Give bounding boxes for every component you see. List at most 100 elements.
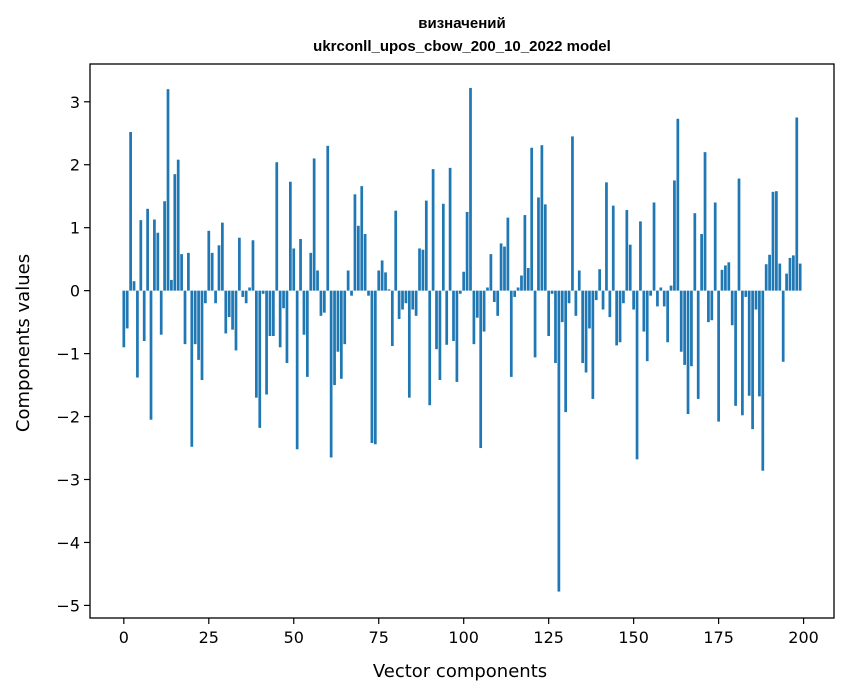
y-tick-label: 1 <box>70 219 80 238</box>
bar <box>163 201 166 291</box>
bar <box>543 204 547 291</box>
bar <box>136 290 139 378</box>
bar <box>394 210 398 291</box>
bar <box>258 290 262 428</box>
x-tick-label: 75 <box>369 628 389 647</box>
bar <box>370 290 374 443</box>
bars-group <box>122 87 802 592</box>
bar <box>788 257 792 291</box>
x-axis-ticks: 0 25 50 75 100 125 150 175 200 <box>119 618 819 647</box>
bar <box>326 145 330 291</box>
bar <box>754 290 758 310</box>
bar <box>730 290 734 326</box>
bar <box>734 290 737 406</box>
bar <box>642 290 646 332</box>
bar <box>499 243 503 291</box>
bar <box>673 180 676 291</box>
bar <box>170 279 173 291</box>
bar <box>255 290 258 398</box>
bar <box>251 240 255 291</box>
bar <box>560 290 564 323</box>
bar <box>139 220 143 291</box>
bar <box>190 290 194 447</box>
bar <box>397 290 401 319</box>
bar <box>557 290 561 592</box>
bar <box>744 290 748 297</box>
bar <box>530 147 534 291</box>
bar <box>496 290 500 316</box>
bar <box>649 290 652 296</box>
bar <box>159 290 163 335</box>
bar <box>452 290 455 341</box>
bar <box>669 285 673 291</box>
bar <box>265 290 268 395</box>
bar <box>720 269 724 291</box>
bar <box>224 290 228 334</box>
x-tick-label: 50 <box>284 628 304 647</box>
bar <box>309 252 313 291</box>
bar <box>628 244 632 291</box>
bar <box>581 290 585 364</box>
x-tick-label: 200 <box>788 628 819 647</box>
y-tick-label: −2 <box>56 408 80 427</box>
bar <box>214 290 217 304</box>
bar <box>486 287 489 291</box>
bar <box>533 290 537 358</box>
chart-title-line2: ukrconll_upos_cbow_200_10_2022 model <box>313 38 611 55</box>
bar <box>221 222 224 291</box>
bar <box>584 290 588 373</box>
bar <box>594 290 598 301</box>
bar <box>690 290 693 367</box>
bar <box>567 290 571 304</box>
bar <box>336 290 340 352</box>
bar <box>764 264 768 291</box>
bar <box>537 197 540 291</box>
bar <box>316 270 319 291</box>
bar <box>741 290 744 416</box>
bar <box>268 290 272 336</box>
bar <box>713 202 717 291</box>
bar <box>149 290 153 420</box>
bar <box>356 225 360 291</box>
bar <box>241 290 245 297</box>
bar <box>312 158 316 291</box>
bar <box>564 290 568 413</box>
bar <box>448 167 452 291</box>
bar <box>445 290 449 345</box>
bar <box>775 191 778 291</box>
bar <box>761 290 765 471</box>
bar <box>373 290 377 445</box>
x-tick-label: 100 <box>448 628 479 647</box>
bar <box>577 270 581 291</box>
bar <box>751 290 754 430</box>
bar <box>503 246 506 291</box>
bar <box>187 252 190 291</box>
bar <box>346 270 350 291</box>
bar <box>217 245 221 291</box>
bar <box>282 290 285 309</box>
bar <box>574 290 578 316</box>
bar <box>390 290 394 347</box>
bar <box>339 290 343 379</box>
bar <box>414 290 418 316</box>
bar <box>662 290 666 307</box>
bar <box>462 271 466 291</box>
bar <box>700 233 703 291</box>
chart-title-line1: визначений <box>418 15 505 32</box>
bar <box>231 290 234 330</box>
bar <box>798 263 802 291</box>
bar <box>683 290 686 365</box>
bar <box>377 270 381 291</box>
bar <box>635 290 639 460</box>
bar <box>747 290 751 396</box>
bar <box>132 281 136 291</box>
bar <box>598 269 602 291</box>
bar <box>455 290 459 382</box>
bar <box>523 215 527 291</box>
bar <box>622 290 625 304</box>
bar <box>792 255 795 291</box>
bar <box>275 162 279 291</box>
y-tick-label: 0 <box>70 282 80 301</box>
bar <box>605 182 608 291</box>
